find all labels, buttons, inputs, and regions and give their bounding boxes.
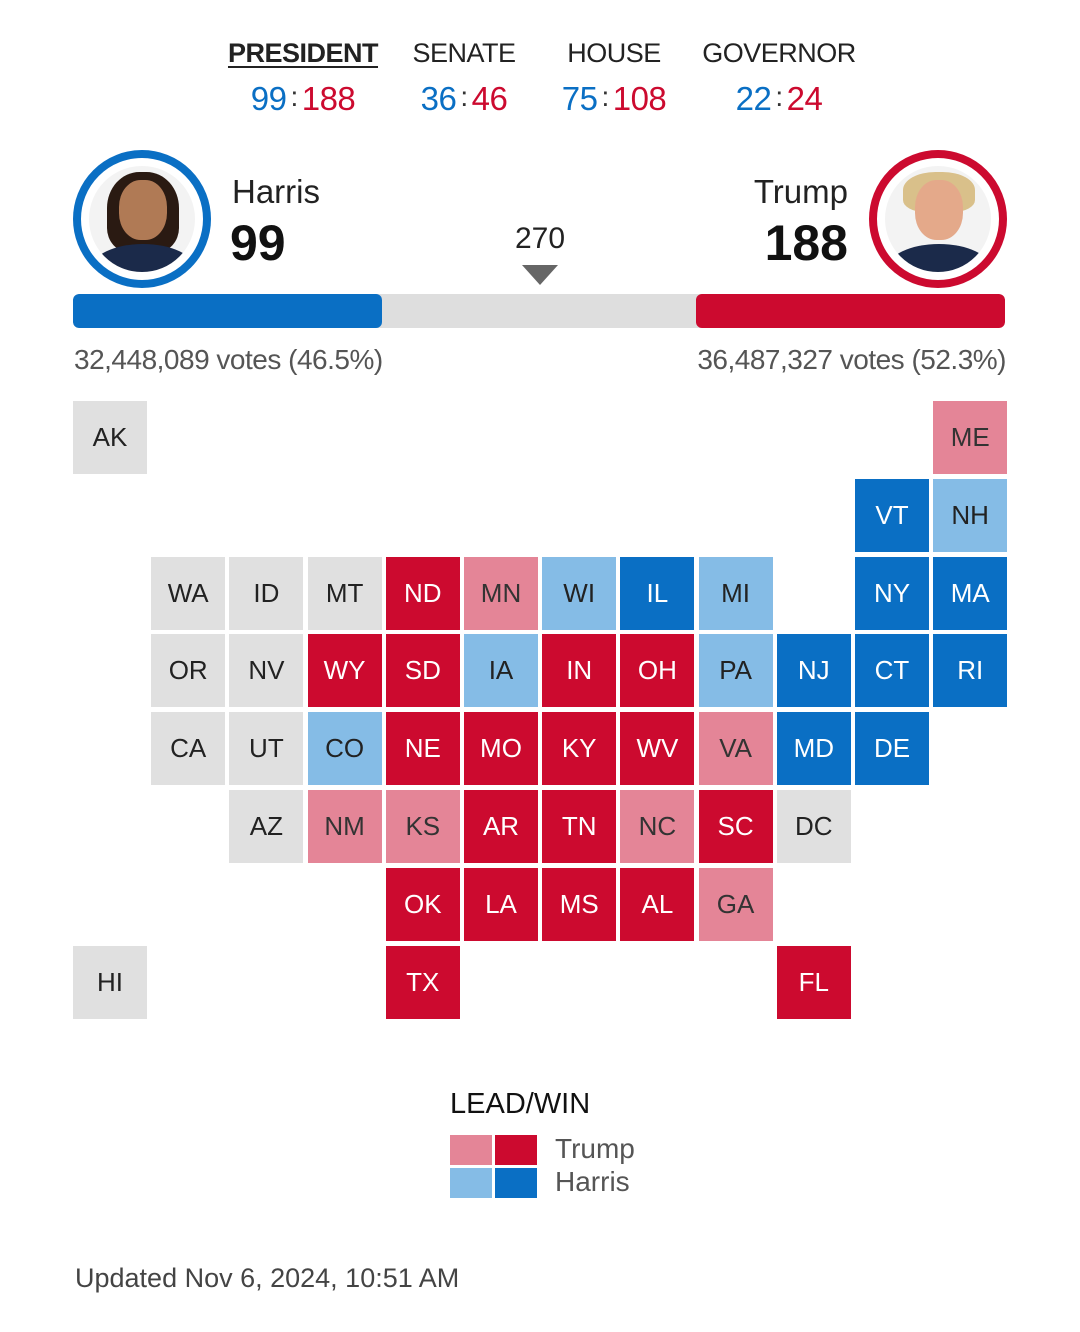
dem-electoral-votes: 99 xyxy=(230,215,286,271)
tab-label: PRESIDENT xyxy=(227,38,379,68)
state-tile-wi[interactable]: WI xyxy=(542,556,617,630)
dem-popular-vote: 32,448,089 votes (46.5%) xyxy=(74,344,383,375)
state-tile-sc[interactable]: SC xyxy=(698,790,773,863)
state-tile-ny[interactable]: NY xyxy=(855,556,929,630)
dem-bar-fill xyxy=(73,294,382,328)
tab-president[interactable]: PRESIDENT 99:188 xyxy=(213,38,393,118)
rep-count: 108 xyxy=(612,80,667,117)
tab-score: 75:108 xyxy=(561,80,667,117)
state-tile-al[interactable]: AL xyxy=(620,867,695,941)
state-tile-va[interactable]: VA xyxy=(698,712,773,786)
state-tile-la[interactable]: LA xyxy=(464,867,538,941)
state-tile-mn[interactable]: MN xyxy=(464,556,538,630)
state-tile-me[interactable]: ME xyxy=(933,401,1008,474)
state-tile-tx[interactable]: TX xyxy=(385,945,460,1019)
tab-score: 22:24 xyxy=(735,80,823,117)
state-tile-wa[interactable]: WA xyxy=(151,556,226,630)
electoral-vote-bar xyxy=(73,294,1005,328)
rep-count: 24 xyxy=(786,80,823,117)
state-tile-ct[interactable]: CT xyxy=(855,634,929,708)
state-tile-ms[interactable]: MS xyxy=(542,867,617,941)
state-tile-mi[interactable]: MI xyxy=(698,556,773,630)
tab-senate[interactable]: SENATE 36:46 xyxy=(374,38,554,118)
state-tile-de[interactable]: DE xyxy=(855,712,929,786)
tab-label: GOVERNOR xyxy=(702,38,856,68)
state-tile-ak[interactable]: AK xyxy=(73,401,147,474)
dem-candidate-name: Harris xyxy=(232,173,320,210)
legend-rep-win-swatch xyxy=(495,1135,537,1165)
legend-rep-lead-swatch xyxy=(450,1135,492,1165)
threshold-marker-icon xyxy=(522,265,558,285)
state-tile-nd[interactable]: ND xyxy=(385,556,460,630)
state-tile-dc[interactable]: DC xyxy=(776,790,851,863)
state-tile-in[interactable]: IN xyxy=(542,634,617,708)
tab-score: 36:46 xyxy=(420,80,508,117)
state-tile-sd[interactable]: SD xyxy=(385,634,460,708)
state-tile-ne[interactable]: NE xyxy=(385,712,460,786)
state-tile-az[interactable]: AZ xyxy=(229,790,304,863)
state-tile-ks[interactable]: KS xyxy=(385,790,460,863)
state-tile-ky[interactable]: KY xyxy=(542,712,617,786)
state-tile-nh[interactable]: NH xyxy=(933,478,1008,552)
rep-count: 46 xyxy=(471,80,508,117)
threshold-label: 270 xyxy=(514,222,566,255)
state-tile-pa[interactable]: PA xyxy=(698,634,773,708)
state-tile-md[interactable]: MD xyxy=(776,712,851,786)
trump-avatar xyxy=(869,150,1007,288)
state-tile-ri[interactable]: RI xyxy=(933,634,1008,708)
state-tile-ca[interactable]: CA xyxy=(151,712,226,786)
state-tile-mt[interactable]: MT xyxy=(307,556,382,630)
tab-house[interactable]: HOUSE 75:108 xyxy=(524,38,704,118)
state-tile-nc[interactable]: NC xyxy=(620,790,695,863)
state-tile-co[interactable]: CO xyxy=(307,712,382,786)
state-tile-mo[interactable]: MO xyxy=(464,712,538,786)
rep-popular-vote: 36,487,327 votes (52.3%) xyxy=(697,344,1006,375)
rep-candidate-name: Trump xyxy=(753,173,848,210)
state-tile-wv[interactable]: WV xyxy=(620,712,695,786)
legend-dem-label: Harris xyxy=(555,1166,630,1197)
dem-count: 75 xyxy=(561,80,598,117)
state-tile-fl[interactable]: FL xyxy=(776,945,851,1019)
updated-timestamp: Updated Nov 6, 2024, 10:51 AM xyxy=(75,1263,460,1293)
tab-label: SENATE xyxy=(412,38,516,68)
dem-count: 99 xyxy=(250,80,287,117)
rep-count: 188 xyxy=(301,80,356,117)
state-tile-oh[interactable]: OH xyxy=(620,634,695,708)
state-tile-nj[interactable]: NJ xyxy=(776,634,851,708)
legend-title: LEAD/WIN xyxy=(450,1088,591,1120)
dem-count: 36 xyxy=(420,80,457,117)
tab-governor[interactable]: GOVERNOR 22:24 xyxy=(689,38,869,118)
state-tile-vt[interactable]: VT xyxy=(855,478,929,552)
dem-count: 22 xyxy=(735,80,772,117)
state-tile-nm[interactable]: NM xyxy=(307,790,382,863)
legend-dem-win-swatch xyxy=(495,1168,537,1198)
legend-dem-lead-swatch xyxy=(450,1168,492,1198)
state-tile-ut[interactable]: UT xyxy=(229,712,304,786)
state-tile-ia[interactable]: IA xyxy=(464,634,538,708)
tab-score: 99:188 xyxy=(250,80,356,117)
legend-rep-label: Trump xyxy=(555,1133,635,1164)
tab-label: HOUSE xyxy=(567,38,661,68)
state-tile-hi[interactable]: HI xyxy=(73,945,147,1019)
state-tile-ga[interactable]: GA xyxy=(698,867,773,941)
state-tile-tn[interactable]: TN xyxy=(542,790,617,863)
state-tile-wy[interactable]: WY xyxy=(307,634,382,708)
state-tile-ok[interactable]: OK xyxy=(385,867,460,941)
state-tile-ar[interactable]: AR xyxy=(464,790,538,863)
harris-avatar xyxy=(73,150,211,288)
state-tile-id[interactable]: ID xyxy=(229,556,304,630)
state-tile-il[interactable]: IL xyxy=(620,556,695,630)
rep-electoral-votes: 188 xyxy=(764,215,848,271)
state-tile-ma[interactable]: MA xyxy=(933,556,1008,630)
state-tile-nv[interactable]: NV xyxy=(229,634,304,708)
state-tile-or[interactable]: OR xyxy=(151,634,226,708)
race-tabs: PRESIDENT 99:188 SENATE 36:46 HOUSE 75:1… xyxy=(0,38,1080,128)
rep-bar-fill xyxy=(695,294,1005,328)
